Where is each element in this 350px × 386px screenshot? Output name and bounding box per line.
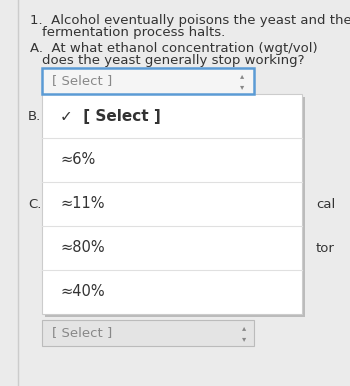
FancyBboxPatch shape: [42, 94, 302, 314]
FancyBboxPatch shape: [45, 97, 305, 317]
FancyBboxPatch shape: [42, 68, 254, 94]
Text: 1.  Alcohol eventually poisons the yeast and the: 1. Alcohol eventually poisons the yeast …: [30, 14, 350, 27]
Text: ≈11%: ≈11%: [60, 196, 105, 212]
Text: ▴
▾: ▴ ▾: [240, 71, 244, 91]
Text: B.: B.: [28, 110, 41, 122]
Text: ≈40%: ≈40%: [60, 284, 105, 300]
Text: ≈6%: ≈6%: [60, 152, 95, 168]
Text: [ Select ]: [ Select ]: [52, 327, 112, 340]
Text: fermentation process halts.: fermentation process halts.: [42, 26, 225, 39]
Text: tor: tor: [316, 242, 335, 254]
FancyBboxPatch shape: [42, 320, 254, 346]
Text: cal: cal: [316, 198, 335, 210]
Text: A.  At what ethanol concentration (wgt/vol): A. At what ethanol concentration (wgt/vo…: [30, 42, 318, 55]
Text: [ Select ]: [ Select ]: [52, 74, 112, 88]
Text: C.: C.: [28, 198, 41, 210]
Text: does the yeast generally stop working?: does the yeast generally stop working?: [42, 54, 304, 67]
Text: ▴
▾: ▴ ▾: [242, 323, 246, 343]
Text: ✓  [ Select ]: ✓ [ Select ]: [60, 108, 161, 124]
Text: ≈80%: ≈80%: [60, 240, 105, 256]
